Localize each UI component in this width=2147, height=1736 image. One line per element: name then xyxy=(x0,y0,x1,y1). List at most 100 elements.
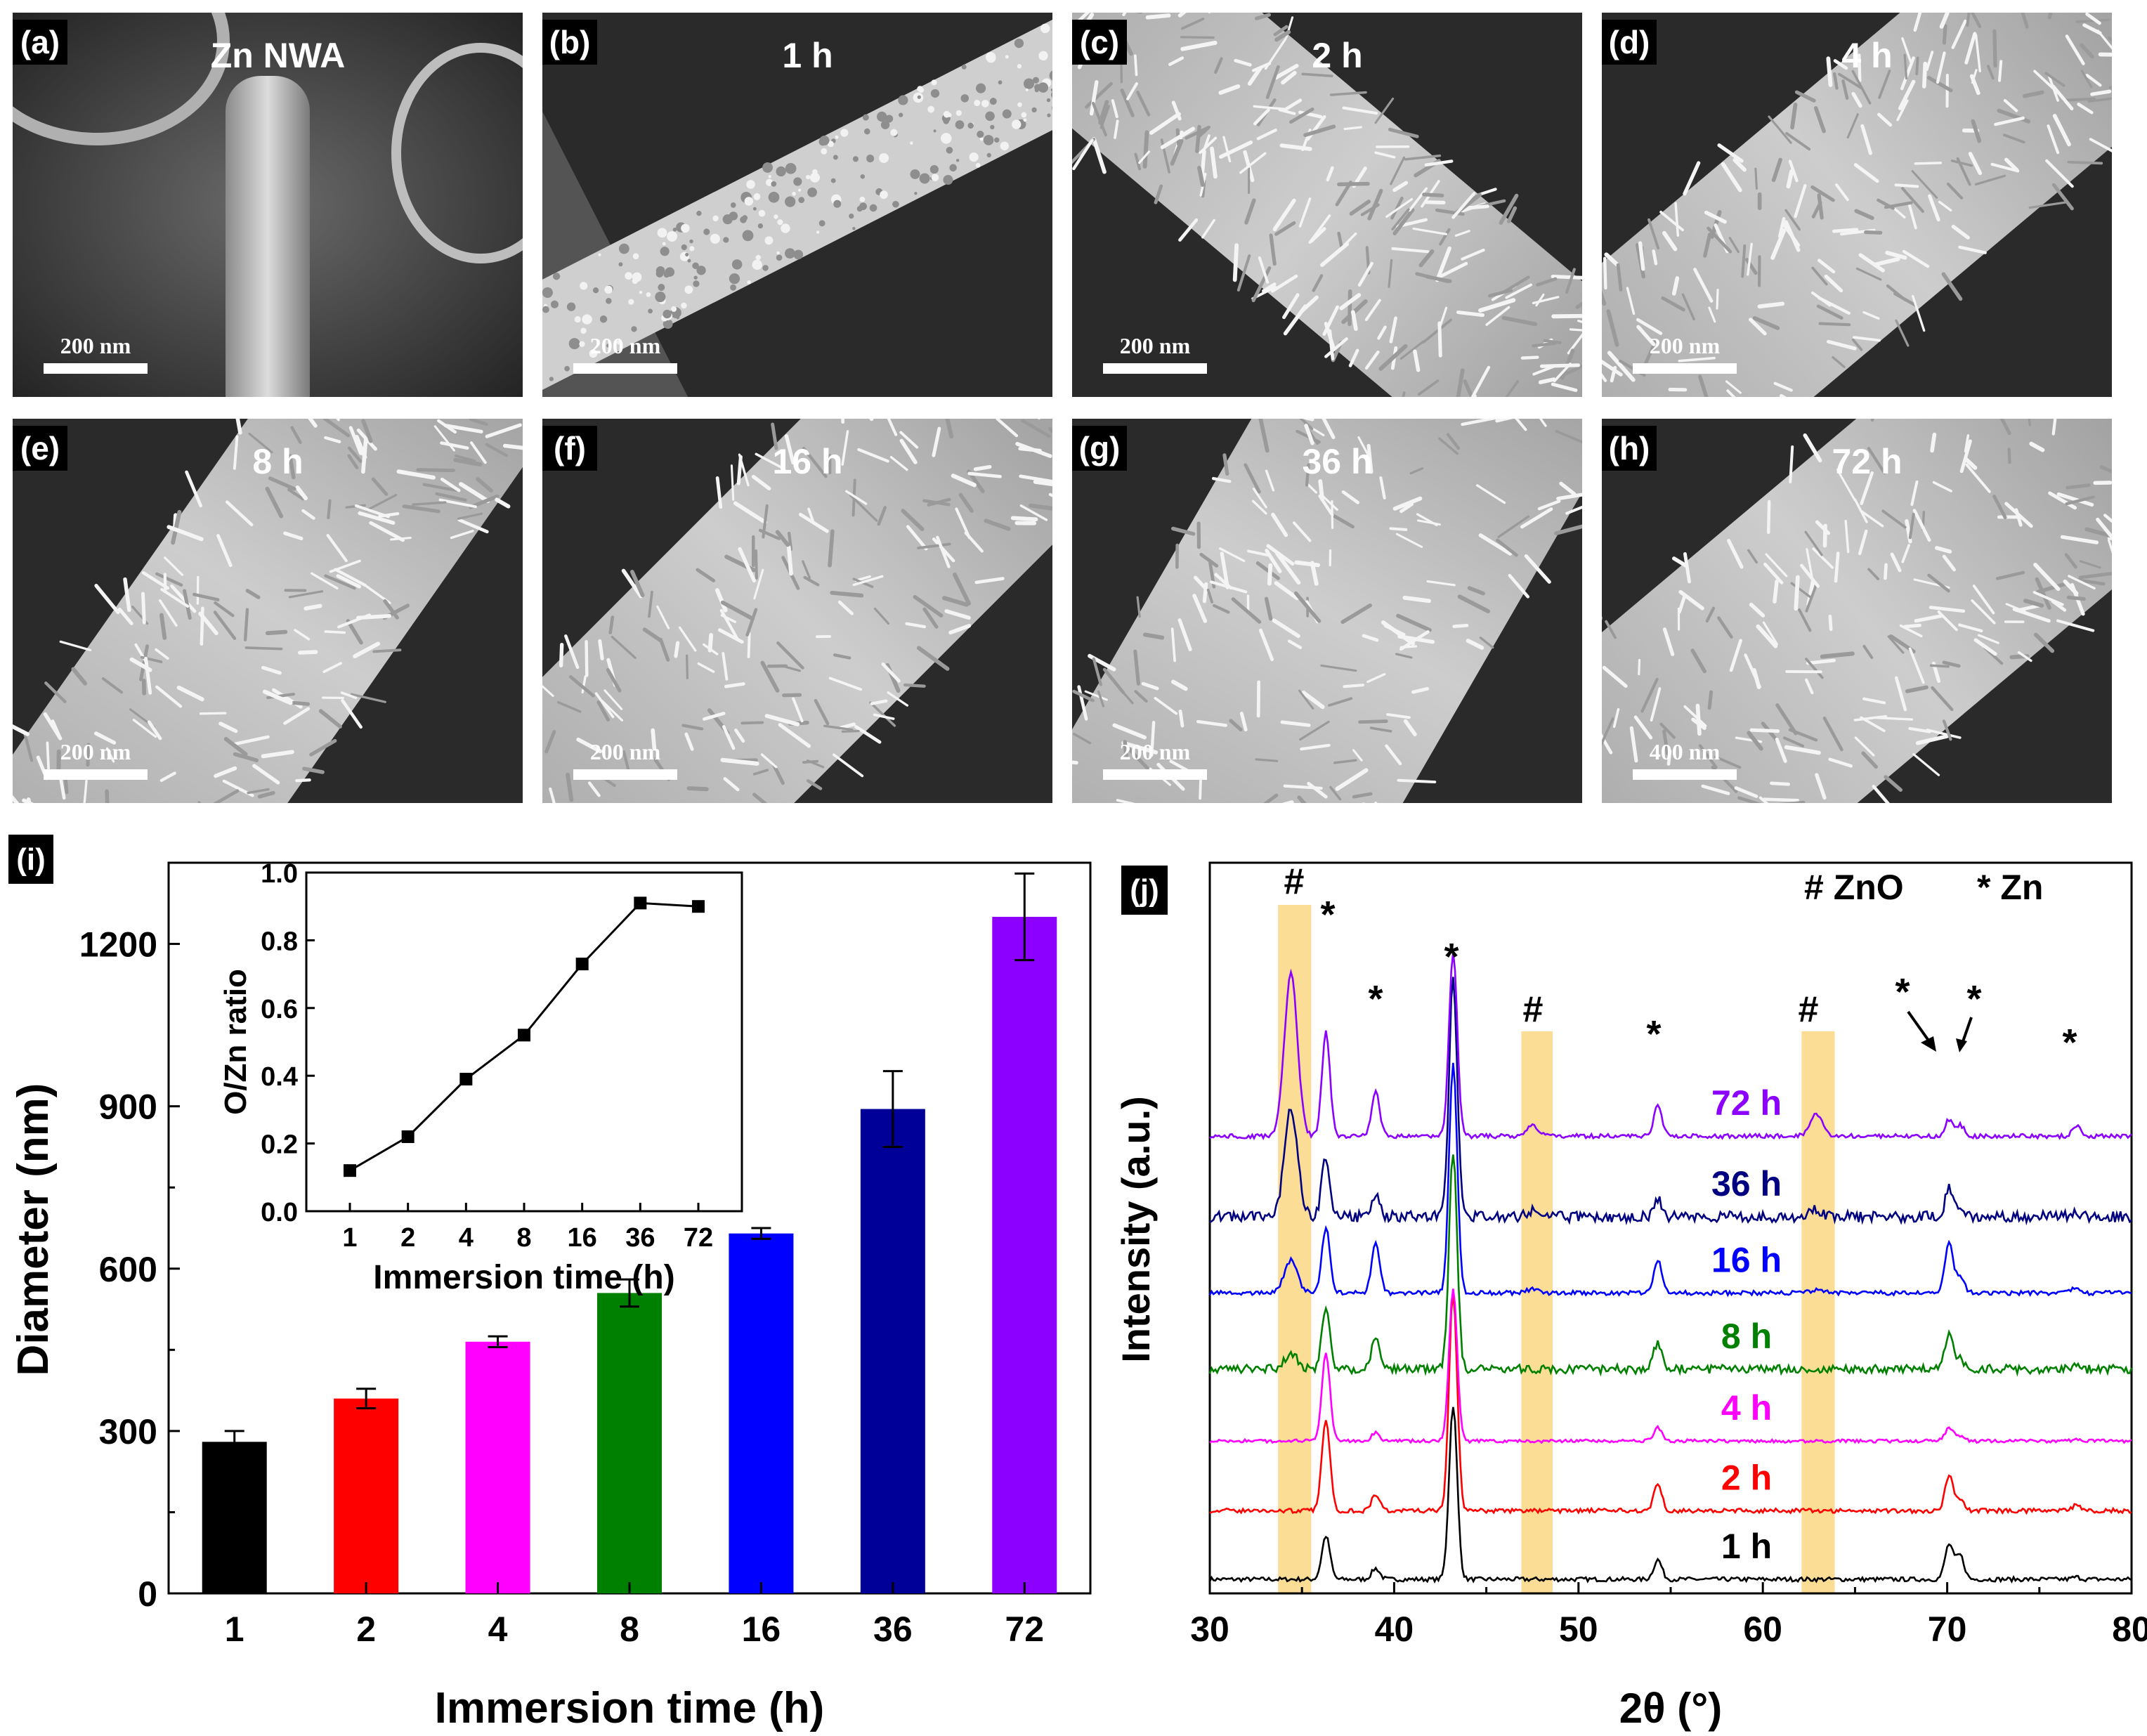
nanorod xyxy=(1339,293,1362,311)
nanorod xyxy=(1950,159,1973,167)
grain xyxy=(729,273,740,285)
nanorod xyxy=(1273,25,1288,37)
nanorod xyxy=(287,488,305,501)
grain xyxy=(723,216,729,222)
nanorod xyxy=(1815,773,1827,800)
nanorod xyxy=(2004,502,2033,528)
nanorod xyxy=(1126,82,1138,100)
nanorod xyxy=(771,422,778,450)
sem-panel-label-box xyxy=(1072,426,1127,471)
grain xyxy=(981,100,989,107)
grain xyxy=(703,228,710,235)
zn-peak-marker: * xyxy=(1320,894,1335,936)
nanorod xyxy=(1719,887,1731,900)
nanorod xyxy=(733,501,767,525)
nanorod xyxy=(139,644,150,681)
nanorod xyxy=(1971,119,1982,143)
nanorod xyxy=(1927,573,1950,593)
nanorod xyxy=(1309,227,1326,243)
nanorod-coated-wire xyxy=(542,419,1052,803)
grain xyxy=(580,327,587,334)
nanorod xyxy=(1633,715,1653,740)
nanorod xyxy=(1077,685,1088,721)
nanorod xyxy=(1922,61,1927,89)
grain xyxy=(1032,77,1040,84)
nanorod xyxy=(1785,131,1811,151)
nanorod xyxy=(1567,326,1582,355)
nanorod xyxy=(1773,381,1793,392)
nanorod xyxy=(1708,306,1716,323)
nanorod xyxy=(1616,263,1623,292)
nanorod xyxy=(1663,887,1695,919)
nanorod xyxy=(1678,402,1696,420)
nanorod xyxy=(1180,36,1215,39)
grain xyxy=(662,242,666,246)
nanorod xyxy=(2122,86,2147,117)
nanorod xyxy=(1508,573,1530,599)
nanorod xyxy=(681,724,704,731)
grain xyxy=(1025,89,1029,92)
nanorod xyxy=(1766,500,1771,535)
nanorod xyxy=(1208,870,1243,906)
nanorod xyxy=(1236,990,1265,1017)
nanorod xyxy=(1837,72,1862,89)
scale-bar xyxy=(1633,363,1737,374)
bar-x-tick-label: 4 xyxy=(488,1610,508,1649)
nanorod xyxy=(453,457,483,467)
nanorod xyxy=(213,611,237,640)
nanorod xyxy=(1872,256,1900,267)
nanorod xyxy=(512,803,541,832)
nanorod xyxy=(1789,445,1794,483)
nanorod xyxy=(1418,249,1435,268)
nanorod xyxy=(481,829,492,840)
grain xyxy=(710,233,720,244)
nanorod xyxy=(1033,479,1052,488)
grain xyxy=(914,192,918,195)
nanorod xyxy=(1396,613,1432,632)
nanorod xyxy=(1452,623,1469,629)
nanorod xyxy=(457,518,489,534)
nanorod xyxy=(802,447,828,478)
inset-point xyxy=(692,900,705,913)
nanorod xyxy=(2065,495,2095,506)
grain xyxy=(671,306,677,312)
nanorod xyxy=(1973,638,1997,656)
nanorod xyxy=(171,509,182,545)
nanorod xyxy=(1136,596,1141,618)
nanorod xyxy=(1818,259,1836,274)
nanorod xyxy=(2139,423,2147,437)
nanorod xyxy=(155,572,183,587)
inset-x-axis-title: Immersion time (h) xyxy=(373,1259,674,1296)
nanorod xyxy=(1514,840,1534,861)
nanorod xyxy=(2056,492,2094,507)
nanorod xyxy=(1337,181,1370,187)
grain xyxy=(742,230,754,242)
nanorod xyxy=(1389,316,1397,344)
sem-panel: (d) 4 h 200 nm xyxy=(1602,13,2147,420)
inset-y-tick-label: 0.6 xyxy=(261,995,298,1024)
nanorod xyxy=(1937,610,1958,632)
nanorod xyxy=(1366,672,1386,684)
grain xyxy=(967,122,974,129)
nanorod xyxy=(214,766,237,778)
nanorod xyxy=(1192,966,1206,982)
nanorod xyxy=(297,650,318,655)
nanorod xyxy=(1473,394,1479,397)
xrd-series-label: 72 h xyxy=(1711,1083,1782,1123)
nanorod xyxy=(91,966,109,980)
nanorod xyxy=(1667,833,1682,848)
nanorod xyxy=(141,592,146,625)
grain xyxy=(552,273,561,280)
nanorod xyxy=(1092,887,1122,913)
inset-point xyxy=(518,1029,530,1042)
nanorod xyxy=(1475,484,1506,504)
nanorod xyxy=(62,906,78,918)
nanorod xyxy=(329,559,361,573)
nanorod xyxy=(1971,599,1996,625)
nanorod xyxy=(2077,103,2094,115)
nanorod xyxy=(129,818,148,833)
nanorod xyxy=(265,486,284,518)
panel-j-label-box xyxy=(1121,866,1168,915)
nanorod xyxy=(1936,51,1946,84)
nanorod xyxy=(715,476,723,509)
